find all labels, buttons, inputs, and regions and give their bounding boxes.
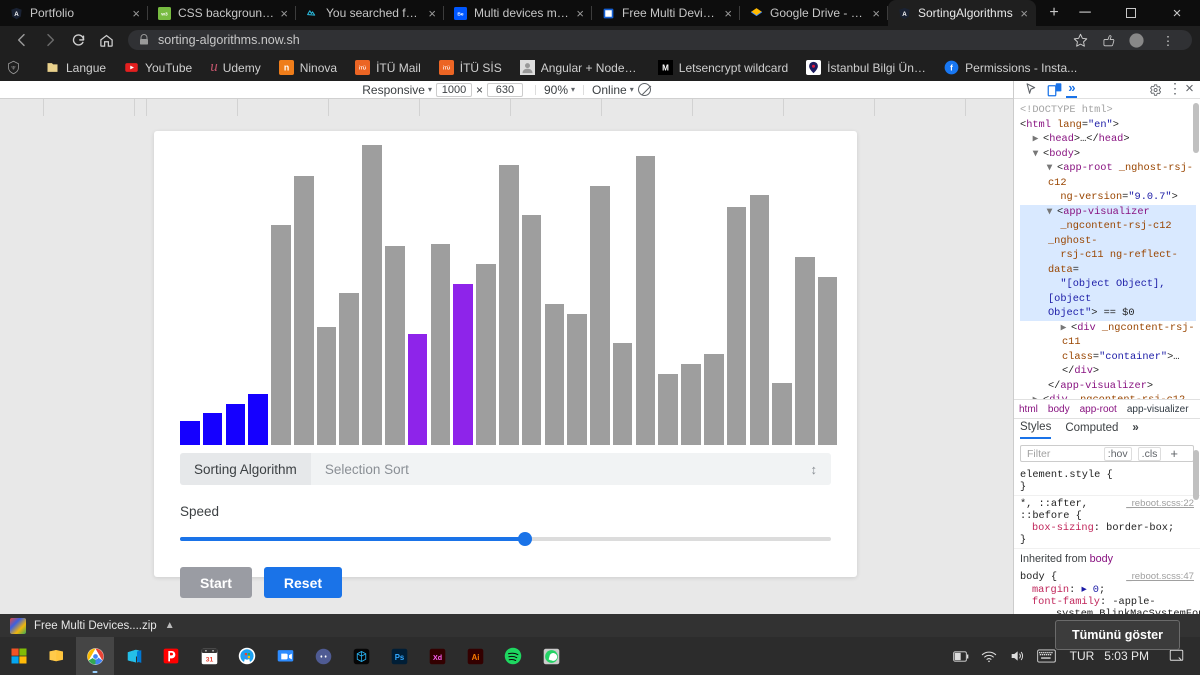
svg-text:Ai: Ai	[471, 653, 479, 662]
svg-text:Ps: Ps	[394, 653, 404, 662]
svg-text:M: M	[662, 64, 669, 73]
svg-text:A: A	[14, 10, 19, 17]
svg-text:İTÜ: İTÜ	[359, 65, 366, 70]
svg-text:Ψ: Ψ	[11, 65, 16, 71]
svg-text:f: f	[950, 64, 953, 73]
svg-text:Xd: Xd	[432, 654, 441, 662]
svg-text:31: 31	[205, 656, 213, 663]
svg-text:İTÜ: İTÜ	[443, 65, 450, 70]
svg-text:n: n	[284, 63, 289, 73]
svg-text:w3: w3	[160, 11, 168, 17]
svg-text:A: A	[902, 10, 907, 17]
svg-text:Be: Be	[457, 11, 464, 17]
